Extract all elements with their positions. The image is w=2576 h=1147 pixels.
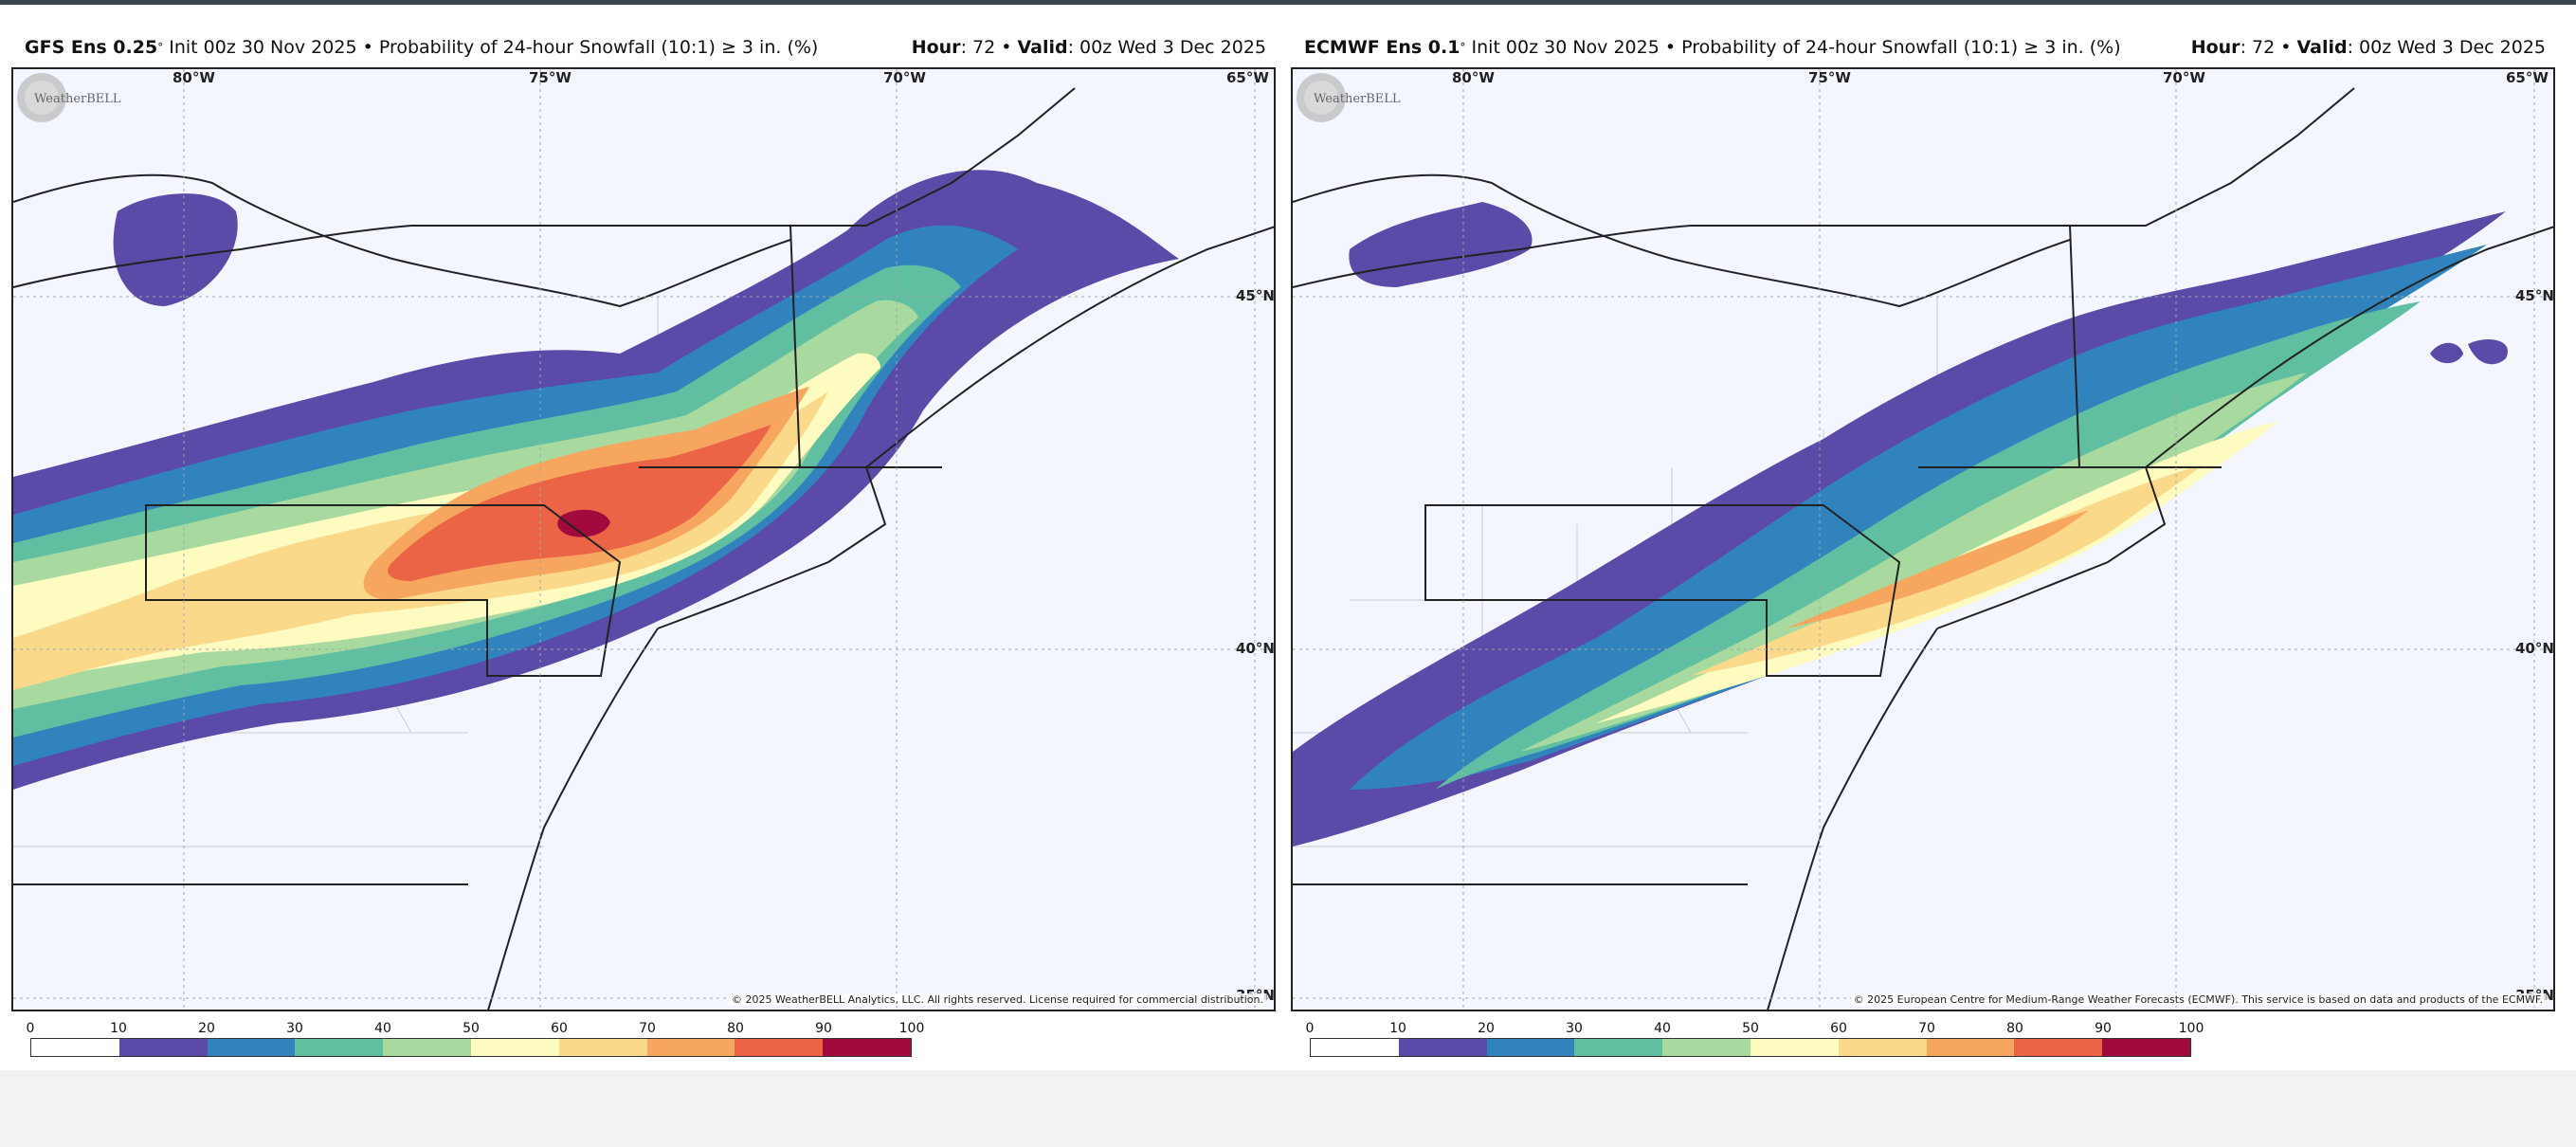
lat-label-40n: 40°N [1236,640,1275,657]
copyright-text: © 2025 WeatherBELL Analytics, LLC. All r… [729,993,1266,1006]
product-description: Init 00z 30 Nov 2025 • Probability of 24… [1471,37,2121,58]
lon-label-70w: 70°W [883,69,926,86]
hour-value: : 72 • [2240,37,2292,58]
map-ecmwf: 80°W 75°W 70°W 65°W 45°N 40°N 35°N Weath… [1291,67,2555,1011]
colorbar-swatch [31,1039,119,1056]
colorbar-swatch [558,1039,647,1056]
lon-label-70w: 70°W [2163,69,2205,86]
colorbar-swatch [1662,1039,1751,1056]
model-name: ECMWF Ens 0.1 [1304,37,1460,58]
logo-text: WeatherBELL [34,92,121,106]
weatherbell-logo: WeatherBELL [17,73,121,122]
colorbar-swatch [735,1039,824,1056]
valid-label: Valid [1017,37,1068,58]
coastlines [13,87,1274,1010]
product-description: Init 00z 30 Nov 2025 • Probability of 24… [169,37,819,58]
colorbar-tick: 40 [1654,1021,1671,1036]
map-graphic [13,69,1274,1010]
colorbar-swatch [1574,1039,1663,1056]
panel-title-left: ECMWF Ens 0.1° Init 00z 30 Nov 2025 • Pr… [1304,33,2121,62]
panel-title-right: Hour: 72 • Valid: 00z Wed 3 Dec 2025 [2191,33,2546,62]
colorbar-swatch [383,1039,471,1056]
colorbar-swatch [1926,1039,2015,1056]
colorbar-swatches [1310,1038,2191,1057]
panel-ecmwf: ECMWF Ens 0.1° Init 00z 30 Nov 2025 • Pr… [1291,33,2555,1066]
logo-text: WeatherBELL [1314,92,1401,106]
colorbar-swatches [30,1038,912,1057]
hour-label: Hour [2190,37,2240,58]
colorbar-tick: 20 [1478,1021,1495,1036]
panel-title-left: GFS Ens 0.25° Init 00z 30 Nov 2025 • Pro… [25,33,818,62]
colorbar-tick: 100 [898,1021,925,1036]
colorbar-tick: 90 [815,1021,832,1036]
colorbar-tick: 30 [286,1021,303,1036]
coastlines [1293,87,2553,1010]
colorbar-swatch [1750,1039,1839,1056]
colorbar-swatch [118,1039,208,1056]
model-name: GFS Ens 0.25 [25,37,158,58]
figure-canvas: GFS Ens 0.25° Init 00z 30 Nov 2025 • Pro… [0,5,2576,1070]
colorbar-tick: 20 [198,1021,215,1036]
colorbar-swatch [1311,1039,1399,1056]
colorbar-tick: 10 [110,1021,127,1036]
lat-label-40n: 40°N [2515,640,2554,657]
colorbar-swatch [1398,1039,1487,1056]
panel-gfs: GFS Ens 0.25° Init 00z 30 Nov 2025 • Pro… [11,33,1276,1066]
lon-label-65w: 65°W [1226,69,1269,86]
lon-label-80w: 80°W [172,69,215,86]
top-border [0,0,2576,5]
colorbar-tick: 0 [26,1021,35,1036]
lon-label-80w: 80°W [1452,69,1495,86]
colorbar-tick: 80 [727,1021,744,1036]
colorbar-tick: 70 [1918,1021,1935,1036]
colorbar-tick: 60 [551,1021,568,1036]
lat-label-45n: 45°N [1236,287,1275,304]
colorbar-swatch [1486,1039,1575,1056]
graticule [13,69,1274,1010]
colorbar-ticks: 0 10 20 30 40 50 60 70 80 90 100 [1306,1021,2204,1036]
snow-probability-shading [13,170,1179,791]
colorbar-tick: 50 [1742,1021,1759,1036]
colorbar-swatch [2102,1039,2190,1056]
model-degree: ° [157,41,164,54]
panel-title-bar: ECMWF Ens 0.1° Init 00z 30 Nov 2025 • Pr… [1291,33,2555,62]
colorbar-tick: 90 [2095,1021,2112,1036]
colorbar-tick: 40 [374,1021,391,1036]
valid-value: : 00z Wed 3 Dec 2025 [2347,37,2546,58]
model-degree: ° [1460,41,1466,54]
colorbar-swatch [2014,1039,2103,1056]
colorbar-swatch [295,1039,384,1056]
colorbar-tick: 80 [2006,1021,2023,1036]
colorbar-swatch [470,1039,559,1056]
colorbar-swatch [823,1039,911,1056]
valid-value: : 00z Wed 3 Dec 2025 [1067,37,1266,58]
colorbar-ticks: 0 10 20 30 40 50 60 70 80 90 100 [26,1021,925,1036]
weatherbell-logo: WeatherBELL [1297,73,1401,122]
panel-title-bar: GFS Ens 0.25° Init 00z 30 Nov 2025 • Pro… [11,33,1276,62]
map-graphic [1293,69,2553,1010]
colorbar-swatch [207,1039,296,1056]
lon-label-75w: 75°W [1808,69,1851,86]
colorbar: 0 10 20 30 40 50 60 70 80 90 100 [1306,1021,2204,1059]
colorbar-tick: 30 [1566,1021,1583,1036]
copyright-text: © 2025 European Centre for Medium-Range … [1850,993,2546,1006]
colorbar-tick: 10 [1389,1021,1406,1036]
colorbar: 0 10 20 30 40 50 60 70 80 90 100 [26,1021,925,1059]
colorbar-swatch [646,1039,735,1056]
panel-title-right: Hour: 72 • Valid: 00z Wed 3 Dec 2025 [912,33,1266,62]
colorbar-tick: 70 [639,1021,656,1036]
snow-probability-shading [1293,202,2508,847]
colorbar-swatch [1838,1039,1927,1056]
lon-label-65w: 65°W [2506,69,2549,86]
colorbar-tick: 0 [1305,1021,1315,1036]
hour-value: : 72 • [960,37,1012,58]
lon-label-75w: 75°W [529,69,571,86]
lat-label-45n: 45°N [2515,287,2554,304]
map-gfs: 80°W 75°W 70°W 65°W 45°N 40°N 35°N Weath… [11,67,1276,1011]
colorbar-tick: 50 [463,1021,480,1036]
hour-label: Hour [911,37,961,58]
colorbar-tick: 60 [1830,1021,1847,1036]
valid-label: Valid [2296,37,2348,58]
colorbar-tick: 100 [2178,1021,2204,1036]
